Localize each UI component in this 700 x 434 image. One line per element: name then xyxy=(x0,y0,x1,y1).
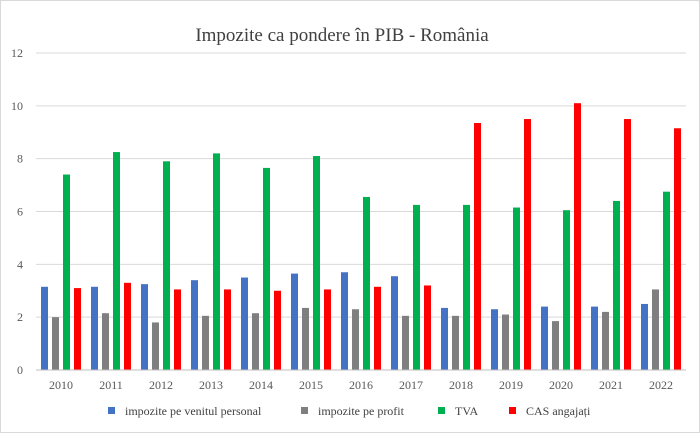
bar xyxy=(541,306,548,370)
bar xyxy=(102,313,109,370)
bar xyxy=(452,315,459,370)
x-axis-ticks: 2010 2011 2012 2013 2014 2015 2016 2017 2018 2019… xyxy=(49,378,673,392)
bar xyxy=(402,315,409,370)
x-tick-label: 2021 xyxy=(599,378,623,392)
bar xyxy=(174,289,181,370)
bar xyxy=(52,317,59,370)
bar xyxy=(41,286,48,370)
bar xyxy=(113,152,120,370)
bar xyxy=(252,313,259,370)
bar xyxy=(224,289,231,370)
legend-swatch xyxy=(438,407,445,414)
bar xyxy=(591,306,598,370)
y-tick-label: 6 xyxy=(17,205,23,219)
bar xyxy=(624,119,631,371)
bar xyxy=(524,119,531,371)
x-tick-label: 2020 xyxy=(549,378,573,392)
x-tick-label: 2016 xyxy=(349,378,373,392)
bar xyxy=(341,272,348,370)
bar xyxy=(313,156,320,370)
legend-label: TVA xyxy=(455,404,478,418)
bar xyxy=(152,322,159,370)
bar xyxy=(491,309,498,370)
legend: impozite pe venitul personal impozite pe … xyxy=(108,404,591,418)
y-tick-label: 12 xyxy=(11,46,23,60)
bar xyxy=(652,289,659,370)
bar xyxy=(63,174,70,370)
legend-swatch xyxy=(509,407,516,414)
x-tick-label: 2022 xyxy=(649,378,673,392)
bar xyxy=(602,311,609,370)
x-tick-label: 2013 xyxy=(199,378,223,392)
bar xyxy=(613,200,620,370)
bar xyxy=(352,309,359,370)
bar xyxy=(91,286,98,370)
bar xyxy=(674,128,681,370)
bar xyxy=(563,210,570,370)
chart-title: Impozite ca pondere în PIB - România xyxy=(195,25,489,46)
bar xyxy=(463,204,470,370)
x-tick-label: 2014 xyxy=(249,378,273,392)
bar xyxy=(502,314,509,370)
bar xyxy=(474,123,481,370)
bars xyxy=(41,103,681,371)
bar xyxy=(291,273,298,370)
bar xyxy=(374,286,381,370)
x-tick-label: 2015 xyxy=(299,378,323,392)
bar xyxy=(391,276,398,370)
bar xyxy=(441,307,448,370)
bar xyxy=(424,285,431,370)
legend-label: CAS angajați xyxy=(526,404,591,418)
y-axis-ticks: 0 2 4 6 8 10 12 xyxy=(11,46,23,377)
y-tick-label: 8 xyxy=(17,152,23,166)
gridlines xyxy=(36,52,686,318)
x-tick-label: 2017 xyxy=(399,378,423,392)
bar xyxy=(191,280,198,370)
bar xyxy=(74,288,81,370)
x-tick-label: 2019 xyxy=(499,378,523,392)
bar xyxy=(274,290,281,370)
bar xyxy=(163,161,170,370)
bar xyxy=(363,196,370,370)
legend-label: impozite pe profit xyxy=(318,404,405,418)
bar xyxy=(552,321,559,370)
bar xyxy=(263,167,270,370)
x-tick-label: 2018 xyxy=(449,378,473,392)
legend-label: impozite pe venitul personal xyxy=(125,404,262,418)
x-tick-label: 2012 xyxy=(149,378,173,392)
y-tick-label: 0 xyxy=(17,363,23,377)
y-tick-label: 10 xyxy=(11,99,23,113)
bar xyxy=(663,191,670,370)
legend-swatch xyxy=(108,407,115,414)
bar xyxy=(241,277,248,370)
legend-swatch xyxy=(301,407,308,414)
bar xyxy=(324,289,331,370)
x-tick-label: 2010 xyxy=(49,378,73,392)
bar xyxy=(413,204,420,370)
bar xyxy=(202,315,209,370)
bar xyxy=(574,103,581,371)
y-tick-label: 4 xyxy=(17,257,23,271)
bar xyxy=(513,207,520,370)
bar xyxy=(302,307,309,370)
bar xyxy=(124,282,131,370)
bar xyxy=(213,153,220,370)
bar xyxy=(141,284,148,370)
y-tick-label: 2 xyxy=(17,310,23,324)
x-tick-label: 2011 xyxy=(99,378,123,392)
bar xyxy=(641,303,648,370)
